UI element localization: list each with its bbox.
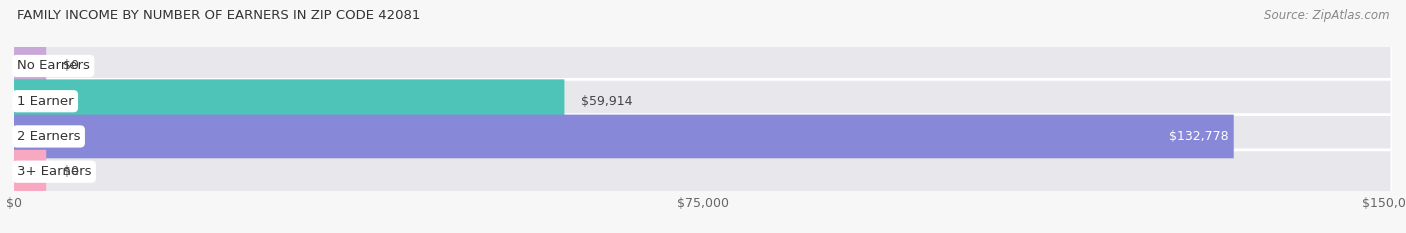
Text: $132,778: $132,778 <box>1168 130 1229 143</box>
Text: 2 Earners: 2 Earners <box>17 130 80 143</box>
FancyBboxPatch shape <box>14 150 46 194</box>
Text: Source: ZipAtlas.com: Source: ZipAtlas.com <box>1264 9 1389 22</box>
Text: $0: $0 <box>63 59 79 72</box>
FancyBboxPatch shape <box>14 115 1392 158</box>
FancyBboxPatch shape <box>14 44 46 88</box>
FancyBboxPatch shape <box>14 44 1392 88</box>
FancyBboxPatch shape <box>14 115 1233 158</box>
Text: No Earners: No Earners <box>17 59 90 72</box>
Text: FAMILY INCOME BY NUMBER OF EARNERS IN ZIP CODE 42081: FAMILY INCOME BY NUMBER OF EARNERS IN ZI… <box>17 9 420 22</box>
FancyBboxPatch shape <box>14 79 1392 123</box>
FancyBboxPatch shape <box>14 79 564 123</box>
Text: $0: $0 <box>63 165 79 178</box>
Text: $59,914: $59,914 <box>581 95 633 108</box>
Text: 1 Earner: 1 Earner <box>17 95 73 108</box>
FancyBboxPatch shape <box>14 150 1392 194</box>
Text: 3+ Earners: 3+ Earners <box>17 165 91 178</box>
